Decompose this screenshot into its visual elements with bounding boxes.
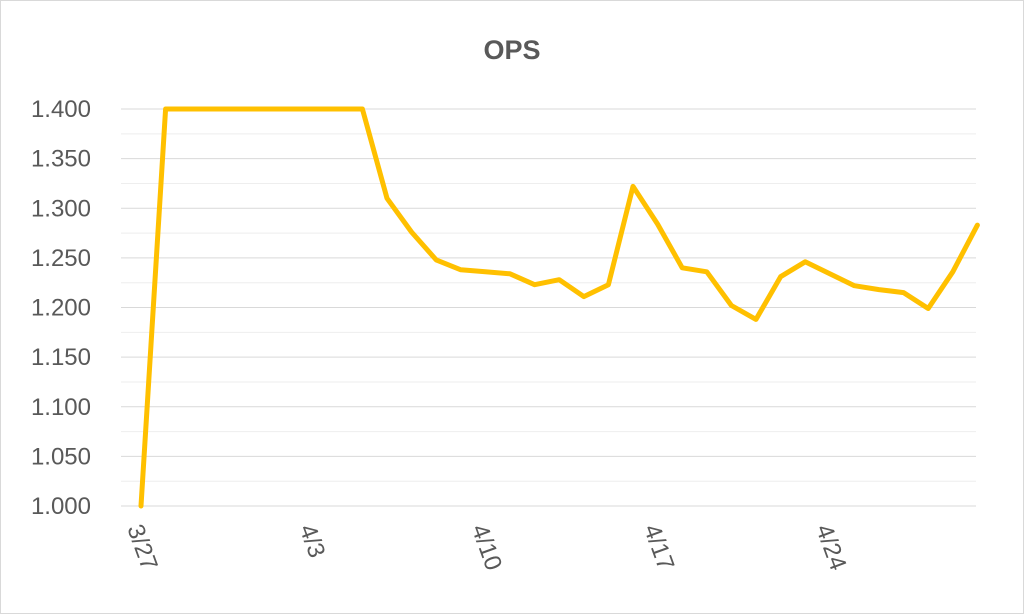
x-tick-label: 4/3 [294, 521, 331, 562]
y-tick-label: 1.000 [31, 493, 91, 520]
series-layer [138, 106, 980, 509]
y-tick-label: 1.100 [31, 394, 91, 421]
y-tick-label: 1.250 [31, 245, 91, 272]
y-tick-label: 1.400 [31, 96, 91, 123]
x-tick-label: 4/17 [638, 521, 679, 574]
ops-series-line [138, 106, 980, 509]
x-tick-label: 4/24 [810, 521, 851, 574]
gridlines [121, 108, 976, 507]
y-axis-tick-labels: 1.000 1.050 1.100 1.150 1.200 1.250 1.300 1.350… [31, 96, 91, 520]
y-tick-label: 1.150 [31, 344, 91, 371]
y-tick-label: 1.200 [31, 295, 91, 322]
y-tick-label: 1.300 [31, 195, 91, 222]
y-tick-label: 1.350 [31, 146, 91, 173]
x-axis-tick-labels: 3/27 4/3 4/10 4/17 4/24 [121, 521, 851, 574]
chart-title: OPS [483, 35, 540, 65]
x-tick-label: 3/27 [121, 521, 162, 574]
x-tick-label: 4/10 [466, 521, 507, 574]
y-tick-label: 1.050 [31, 443, 91, 470]
